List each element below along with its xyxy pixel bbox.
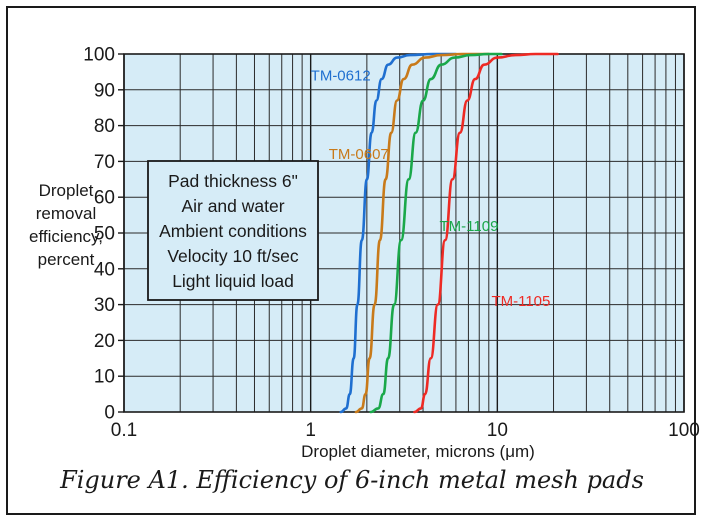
series-label-tm-1109: TM-1109 [440, 218, 499, 235]
y-axis-title-line: efficiency, [29, 227, 103, 246]
series-line-tm-0607 [354, 52, 491, 414]
annotation-line: Ambient conditions [159, 221, 307, 241]
x-tick-label: 1 [305, 420, 316, 441]
y-tick-label: 80 [94, 116, 115, 137]
x-tick-label: 0.1 [111, 420, 137, 441]
annotation-line: Velocity 10 ft/sec [167, 246, 299, 266]
series-line-tm-1105 [413, 52, 559, 414]
series-label-tm-0607: TM-0607 [329, 146, 389, 163]
y-axis-title-line: percent [38, 250, 95, 269]
series-line-tm-1109 [369, 52, 503, 414]
y-tick-label: 70 [94, 152, 115, 173]
y-tick-label: 50 [94, 224, 115, 245]
y-tick-label: 60 [94, 188, 115, 209]
y-tick-label: 10 [94, 367, 115, 388]
annotation-line: Pad thickness 6" [168, 171, 298, 191]
annotation-line: Light liquid load [172, 271, 294, 291]
y-axis-title-line: Droplet [39, 181, 94, 200]
series-line-tm-0612 [339, 52, 458, 414]
x-axis-title: Droplet diameter, microns (μm) [301, 442, 535, 461]
annotation-box-border [147, 160, 319, 301]
series-lines [339, 52, 559, 414]
series-label-tm-1105: TM-1105 [491, 293, 550, 310]
y-axis-title: Droplet removal efficiency, percent [29, 181, 103, 269]
y-tick-label: 0 [104, 403, 115, 424]
y-tick-label: 20 [94, 331, 115, 352]
y-tick-label: 30 [94, 295, 115, 316]
x-tick-label: 100 [668, 420, 700, 441]
series-label-tm-0612: TM-0612 [311, 67, 371, 84]
conditions-annotation-box: Pad thickness 6" Air and water Ambient con… [147, 160, 319, 301]
y-tick-label: 100 [83, 45, 115, 66]
y-axis-title-line: removal [36, 204, 96, 223]
figure-caption: Figure A1. Efficiency of 6-inch metal me… [60, 466, 644, 494]
y-tick-labels: 0 10 20 30 40 50 60 70 80 90 100 [83, 45, 124, 424]
x-tick-labels: 0.1 1 10 100 [111, 420, 700, 441]
y-tick-label: 40 [94, 259, 115, 280]
series-labels: TM-0612 TM-0607 TM-1109 TM-1105 [311, 67, 551, 310]
annotation-line: Air and water [181, 196, 284, 216]
y-tick-label: 90 [94, 80, 115, 101]
x-tick-label: 10 [487, 420, 508, 441]
